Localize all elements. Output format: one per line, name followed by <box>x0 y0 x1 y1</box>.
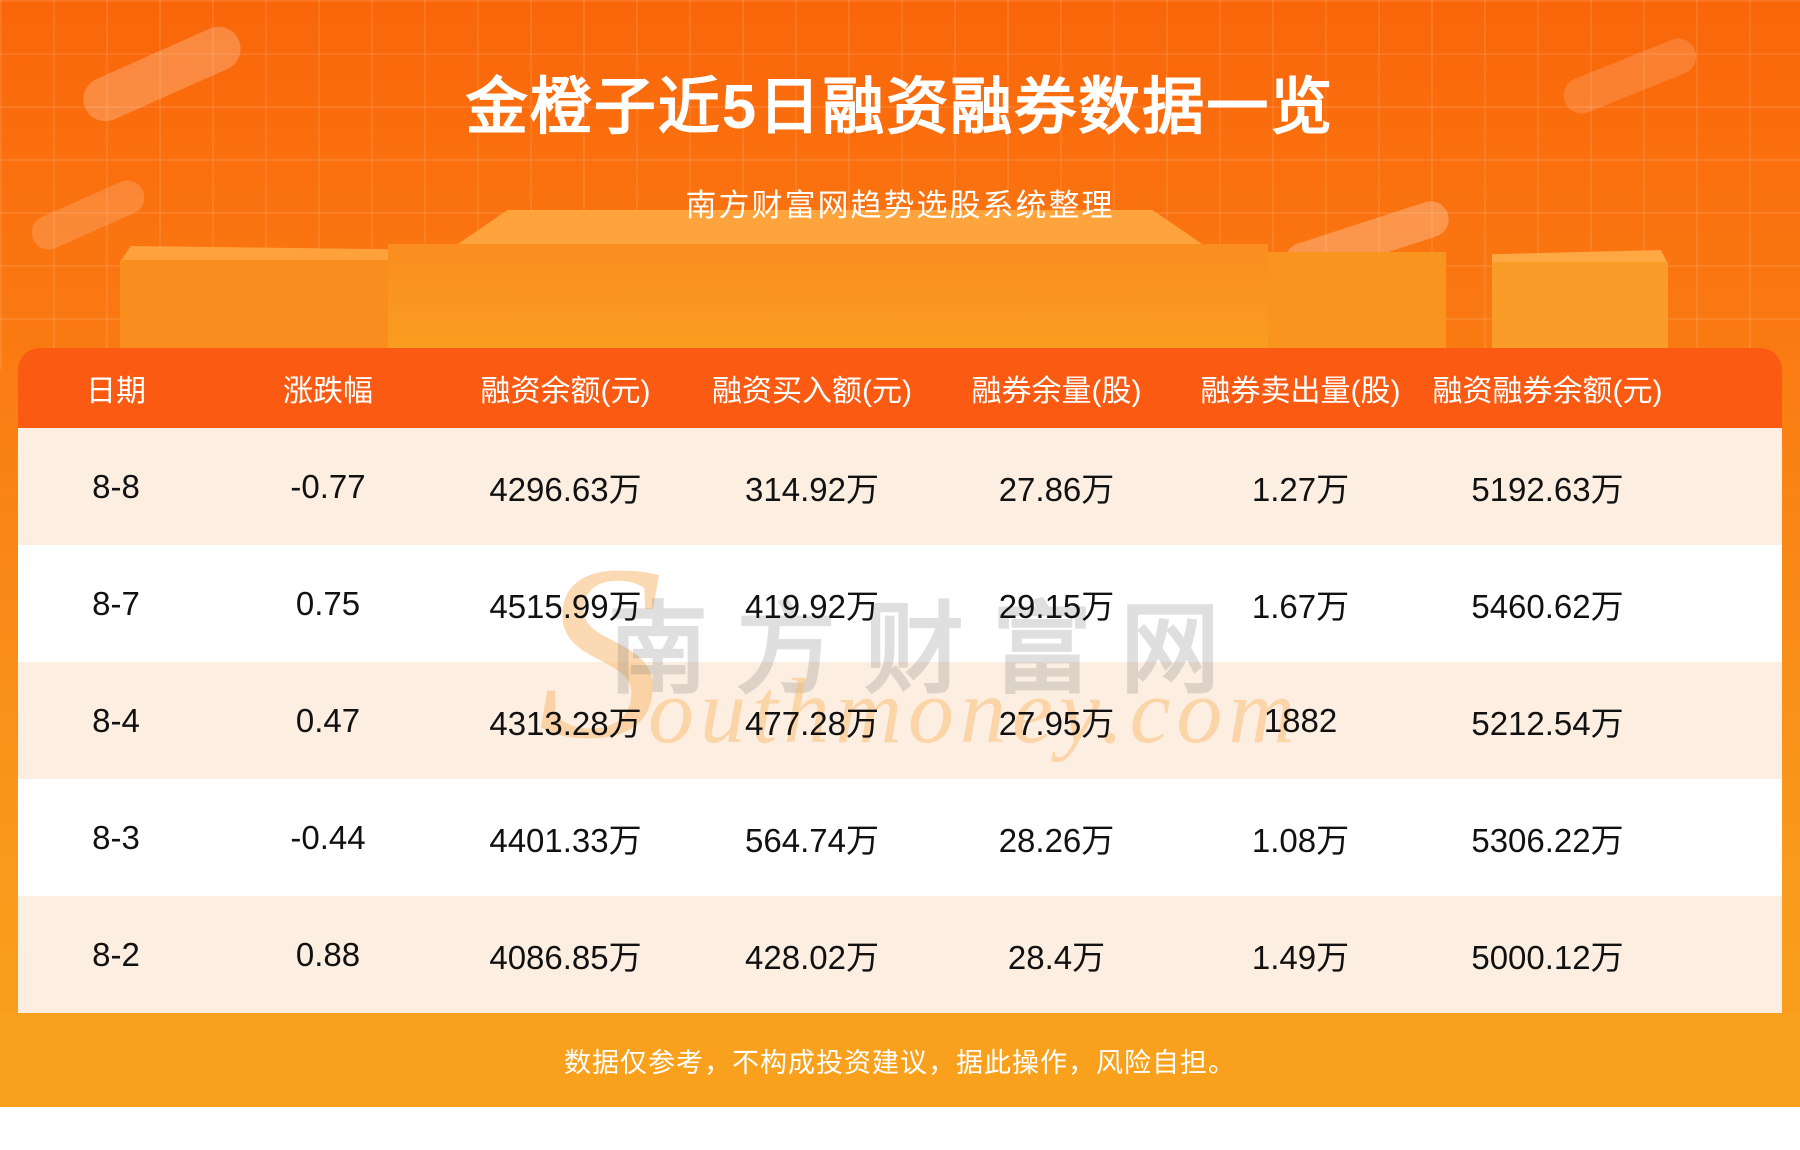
podium-farright-front-face <box>1492 262 1668 348</box>
data-table-card: 日期 涨跌幅 融资余额(元) 融资买入额(元) 融券余量(股) 融券卖出量(股) 融资融券余… <box>18 348 1782 1013</box>
column-header: 融资融券余额(元) <box>1432 375 1663 408</box>
table-cell: 419.92万 <box>745 587 879 625</box>
table-cell: 8-7 <box>92 584 140 622</box>
column-header: 融券卖出量(股) <box>1200 375 1401 408</box>
table-header-row: 日期 涨跌幅 融资余额(元) 融资买入额(元) 融券余量(股) 融券卖出量(股) 融资融券余… <box>18 348 1782 428</box>
table-cell: 477.28万 <box>745 704 879 742</box>
column-header: 融资买入额(元) <box>712 375 912 408</box>
table-row: 8-8 -0.77 4296.63万 314.92万 27.86万 1.27万 5192.6… <box>18 428 1782 545</box>
table-cell: 4313.28万 <box>489 704 642 742</box>
table-cell: 5192.63万 <box>1471 470 1624 508</box>
footer-band: 数据仅参考，不构成投资建议，据此操作，风险自担。 <box>0 1013 1800 1107</box>
table-cell: 27.86万 <box>998 470 1115 508</box>
table-cell: 564.74万 <box>745 821 879 859</box>
table-cell: 8-8 <box>92 467 140 505</box>
page-title: 金橙子近5日融资融券数据一览 <box>465 73 1335 142</box>
table-cell: 8-3 <box>92 818 140 856</box>
table-row: 8-4 0.47 4313.28万 477.28万 27.95万 1882 5212.54万 <box>18 662 1782 779</box>
table-cell: 4086.85万 <box>489 938 642 976</box>
disclaimer-text: 数据仅参考，不构成投资建议，据此操作，风险自担。 <box>564 1047 1236 1078</box>
table-cell: 5306.22万 <box>1471 821 1624 859</box>
table-cell: 5212.54万 <box>1471 704 1624 742</box>
table-cell: 29.15万 <box>998 587 1115 625</box>
podium-center-top-face <box>455 210 1205 246</box>
table-cell: 8-4 <box>92 701 140 739</box>
table-row: 8-2 0.88 4086.85万 428.02万 28.4万 1.49万 5000.12万 <box>18 896 1782 1013</box>
table-cell: -0.44 <box>290 818 366 856</box>
table-row: 8-7 0.75 4515.99万 419.92万 29.15万 1.67万 5460.62… <box>18 545 1782 662</box>
table-cell: 4401.33万 <box>489 821 642 859</box>
table-cell: 1.27万 <box>1251 470 1350 508</box>
table-cell: -0.77 <box>290 467 366 505</box>
table-cell: 8-2 <box>92 935 140 973</box>
podium-center-front-face <box>388 244 1268 348</box>
table-cell: 5000.12万 <box>1471 938 1624 976</box>
podium-left-top-face <box>120 246 392 262</box>
table-cell: 4296.63万 <box>489 470 642 508</box>
table-cell: 28.26万 <box>998 821 1115 859</box>
table-cell: 1.67万 <box>1251 587 1350 625</box>
table-cell: 0.88 <box>295 935 361 973</box>
podium-right-front-face <box>1240 252 1446 348</box>
table-cell: 314.92万 <box>745 470 879 508</box>
column-header: 涨跌幅 <box>283 375 373 408</box>
table-cell: 4515.99万 <box>489 587 642 625</box>
table-cell: 1.08万 <box>1251 821 1350 859</box>
column-header: 融券余量(股) <box>971 375 1142 408</box>
table-body: S 南方财富网 outhmoney.com 8-8 -0.77 4296.63万 31… <box>18 428 1782 1013</box>
page-subtitle: 南方财富网趋势选股系统整理 <box>685 188 1115 223</box>
table-cell: 0.47 <box>295 701 361 739</box>
table-cell: 1882 <box>1263 701 1338 739</box>
column-header: 日期 <box>86 375 146 408</box>
table-cell: 0.75 <box>295 584 361 622</box>
table-row: 8-3 -0.44 4401.33万 564.74万 28.26万 1.08万 5306.2… <box>18 779 1782 896</box>
column-header: 融资余额(元) <box>480 375 651 408</box>
podium-farright-top-face <box>1492 250 1668 264</box>
table-cell: 1.49万 <box>1251 938 1350 976</box>
table-cell: 5460.62万 <box>1471 587 1624 625</box>
table-cell: 27.95万 <box>998 704 1115 742</box>
table-cell: 28.4万 <box>1007 938 1106 976</box>
table-cell: 428.02万 <box>745 938 879 976</box>
podium-left-front-face <box>120 260 392 348</box>
